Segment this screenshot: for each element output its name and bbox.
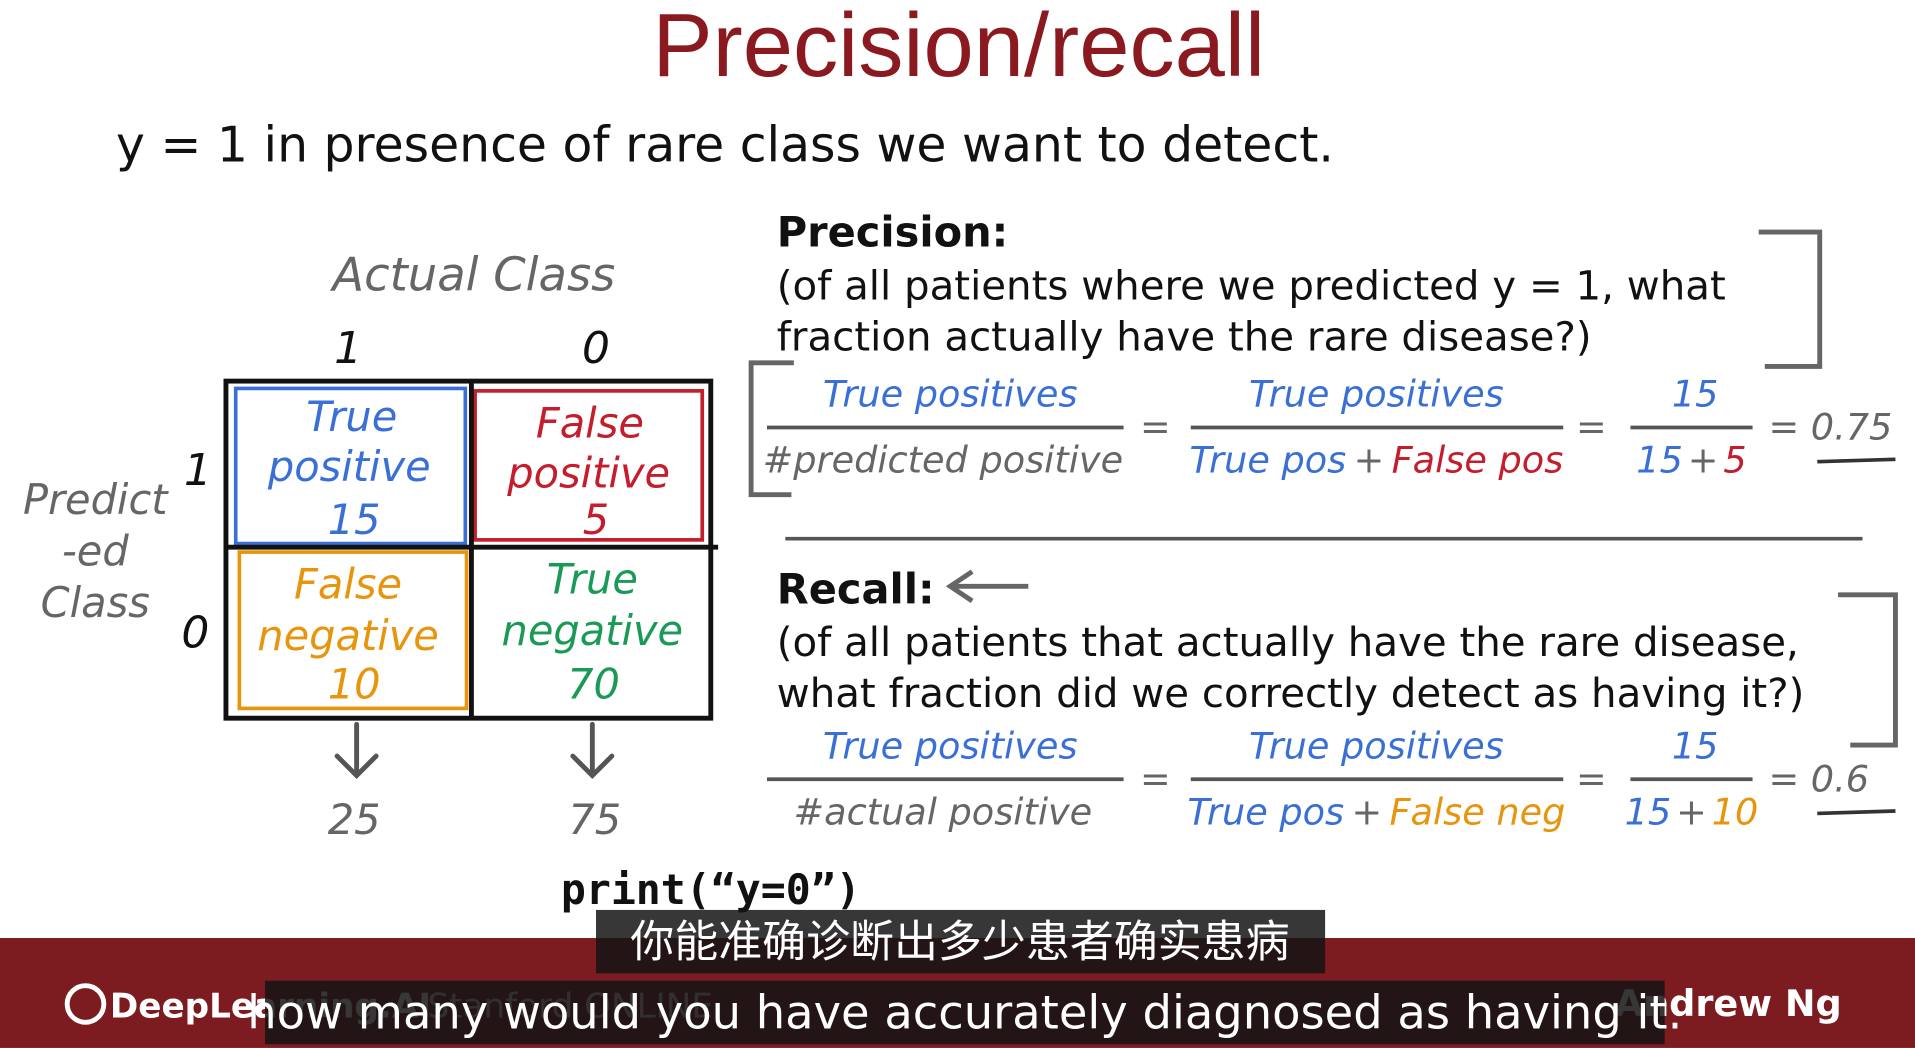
subtitle-en: how many would you have accurately diagn… [247, 985, 1682, 1039]
numerator: True positives [1249, 373, 1504, 416]
predicted-label: -ed [62, 527, 130, 576]
numerator: True positives [1249, 724, 1504, 767]
result: = 0.6 [1768, 757, 1869, 800]
precision-formula: True positives #predicted positive = True p… [763, 373, 1896, 482]
matrix-cells: True positive 15 False positive 5 False … [257, 392, 683, 708]
cell-box [237, 550, 469, 711]
column-total: 25 [328, 795, 381, 844]
denominator-part: 5 [1723, 439, 1746, 482]
cell-box [473, 389, 705, 542]
subtitle-box [595, 909, 1326, 974]
predicted-label: Class [41, 578, 150, 627]
recall-line: what fraction did we correctly detect as… [777, 670, 1805, 717]
denominator-part: 10 [1712, 790, 1759, 833]
matrix-grid [223, 378, 719, 721]
code-note: print(“y=0”) [561, 865, 861, 914]
denominator: 15 +5 [1636, 439, 1746, 482]
denominator-part: False pos [1392, 439, 1564, 482]
cell-box [233, 386, 468, 546]
row-label: 1 [184, 445, 212, 496]
numerator: True positives [823, 373, 1078, 416]
denominator: 15 +10 [1625, 790, 1759, 833]
numerator: 15 [1672, 724, 1719, 767]
recall-heading: Recall: [777, 564, 935, 613]
equals: = [1576, 757, 1607, 800]
title: Precision/recall [652, 0, 1265, 96]
denominator: #predicted positive [763, 439, 1124, 482]
subtitle: y = 1 in presence of rare class we want … [116, 116, 1334, 173]
underline [1817, 457, 1896, 464]
arrow [945, 569, 1029, 603]
column-total: 75 [568, 795, 621, 844]
bracket [1838, 592, 1898, 748]
numerator: 15 [1672, 373, 1719, 416]
denominator-part: 15 [1625, 790, 1672, 833]
cell-text: 5 [583, 495, 609, 544]
column-label: 0 [582, 323, 610, 374]
result: = 0.75 [1768, 406, 1892, 449]
subtitle-box [265, 980, 1665, 1045]
denominator-part: True pos [1187, 790, 1344, 833]
recall-line: (of all patients that actually have the … [777, 619, 1799, 666]
denominator-part: False neg [1389, 790, 1565, 833]
cell-text: 15 [328, 495, 381, 544]
arrow [570, 721, 615, 780]
cell-text: negative [502, 606, 684, 655]
down-arrows [334, 721, 615, 780]
equals: = [1140, 757, 1171, 800]
denominator-part: + [1354, 439, 1385, 482]
predicted-label: Predict [23, 475, 169, 524]
precision-line: (of all patients where we predicted y = … [777, 262, 1726, 309]
precision-line: fraction actually have the rare disease?… [777, 314, 1592, 361]
denominator-part: + [1688, 439, 1719, 482]
cell-text: negative [257, 611, 439, 660]
denominator: True pos + False pos [1190, 439, 1564, 482]
denominator: True pos + False neg [1187, 790, 1565, 833]
actual-label: Actual Class [329, 248, 615, 302]
cell-text: 70 [567, 660, 620, 709]
denominator-part: + [1351, 790, 1382, 833]
denominator-part: 15 [1636, 439, 1683, 482]
cell-text: positive [506, 448, 670, 497]
logo-icon [64, 983, 107, 1025]
equals: = [1140, 406, 1171, 449]
precision-heading: Precision: [777, 208, 1009, 257]
numerator: True positives [823, 724, 1078, 767]
denominator: #actual positive [793, 790, 1092, 833]
denominator-part: + [1676, 790, 1707, 833]
subtitle-zh: 你能准确诊断出多少患者确实患病 [630, 916, 1289, 967]
row-label: 0 [181, 607, 209, 658]
equals: = [1576, 406, 1607, 449]
cell-text: True [306, 392, 397, 441]
underline [1817, 809, 1896, 816]
recall-formula: True positives #actual positive = True posi… [766, 724, 1896, 833]
denominator-part: True pos [1190, 439, 1347, 482]
bracket [748, 229, 1823, 498]
arrow [334, 721, 379, 780]
cell-text: True [547, 555, 638, 604]
cell-text: False [294, 559, 402, 608]
cell-text: 10 [328, 660, 381, 709]
cell-text: positive [267, 442, 431, 491]
column-label: 1 [334, 323, 362, 374]
cell-text: False [536, 398, 644, 447]
